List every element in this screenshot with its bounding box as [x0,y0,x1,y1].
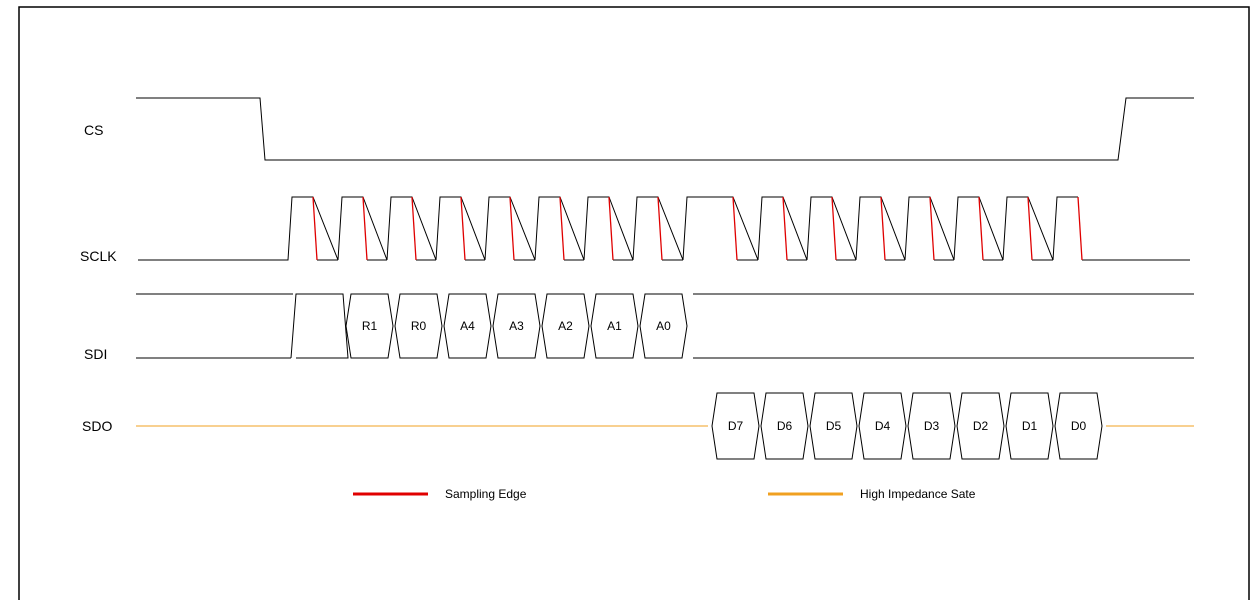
sclk-sampling-edge [978,196,984,261]
diagram-border [18,6,1250,600]
sclk-sampling-edge [312,196,318,261]
sdo-bit-cells: D7 D6 D5 D4 D3 D2 D1 D0 [711,392,1103,460]
sdi-bit-label: R0 [411,319,427,333]
sdo-bit-label: D4 [875,419,891,433]
sdo-bit-cell [907,392,956,460]
sclk-sampling-edge [732,196,738,261]
sdo-bit-cell [1054,392,1103,460]
sdi-bit-label: R1 [362,319,378,333]
sdi-bit-cell [394,293,443,359]
sdi-bit-cell [541,293,590,359]
sdo-bit-label: D3 [924,419,940,433]
label-sdi: SDI [84,346,107,362]
sdi-bit-cell [345,293,394,359]
sclk-sampling-edge [460,196,466,261]
sclk-sampling-edge [657,196,663,261]
sdo-bit-label: D1 [1022,419,1038,433]
sdi-bit-cells: R1 R0 A4 A3 A2 A1 A0 [345,293,688,359]
sclk-waveform [138,196,1190,261]
sclk-sampling-edge [831,196,837,261]
sclk-sampling-edge [362,196,368,261]
label-cs: CS [84,122,103,138]
sclk-sampling-edge [608,196,614,261]
legend-high-impedance-label: High Impedance Sate [860,487,976,501]
sclk-high-segments [138,196,1078,261]
legend-sampling-edge-label: Sampling Edge [445,487,527,501]
sdi-first-cell [290,293,349,359]
sdo-bit-cell [809,392,858,460]
sdi-bit-label: A3 [509,319,524,333]
sdi-bit-label: A0 [656,319,671,333]
cs-waveform [136,97,1194,161]
sclk-sampling-edge [411,196,417,261]
timing-diagram: CS SCLK SDI SDO R1 R0 A4 A3 A2 A1 A0 D7 D6 D5 D4 D… [18,6,1250,600]
sdi-bit-cell [492,293,541,359]
sdo-bit-label: D0 [1071,419,1087,433]
sclk-sampling-edge [880,196,886,261]
sdi-bit-label: A4 [460,319,475,333]
sdo-bit-cell [711,392,760,460]
sdo-bit-cell [1005,392,1054,460]
sdo-bit-label: D7 [728,419,744,433]
sclk-sampling-edge [1027,196,1033,261]
sclk-sampling-edge [1077,196,1083,261]
sdo-bit-label: D2 [973,419,989,433]
sclk-sampling-edge [559,196,565,261]
sdi-bit-label: A1 [607,319,622,333]
sdi-bit-cell [639,293,688,359]
label-sdo: SDO [82,418,112,434]
sdi-bit-cell [443,293,492,359]
sdo-bit-label: D5 [826,419,842,433]
sdo-bit-cell [956,392,1005,460]
sclk-sampling-edge [929,196,935,261]
sdo-bit-cell [858,392,907,460]
sclk-sampling-edge [782,196,788,261]
label-sclk: SCLK [80,248,117,264]
sdi-bit-label: A2 [558,319,573,333]
sdo-bit-cell [760,392,809,460]
sdi-bit-cell [590,293,639,359]
sdi-waveform [136,293,1194,359]
sdo-bit-label: D6 [777,419,793,433]
sclk-sampling-edges [312,196,1083,261]
sclk-sampling-edge [509,196,515,261]
